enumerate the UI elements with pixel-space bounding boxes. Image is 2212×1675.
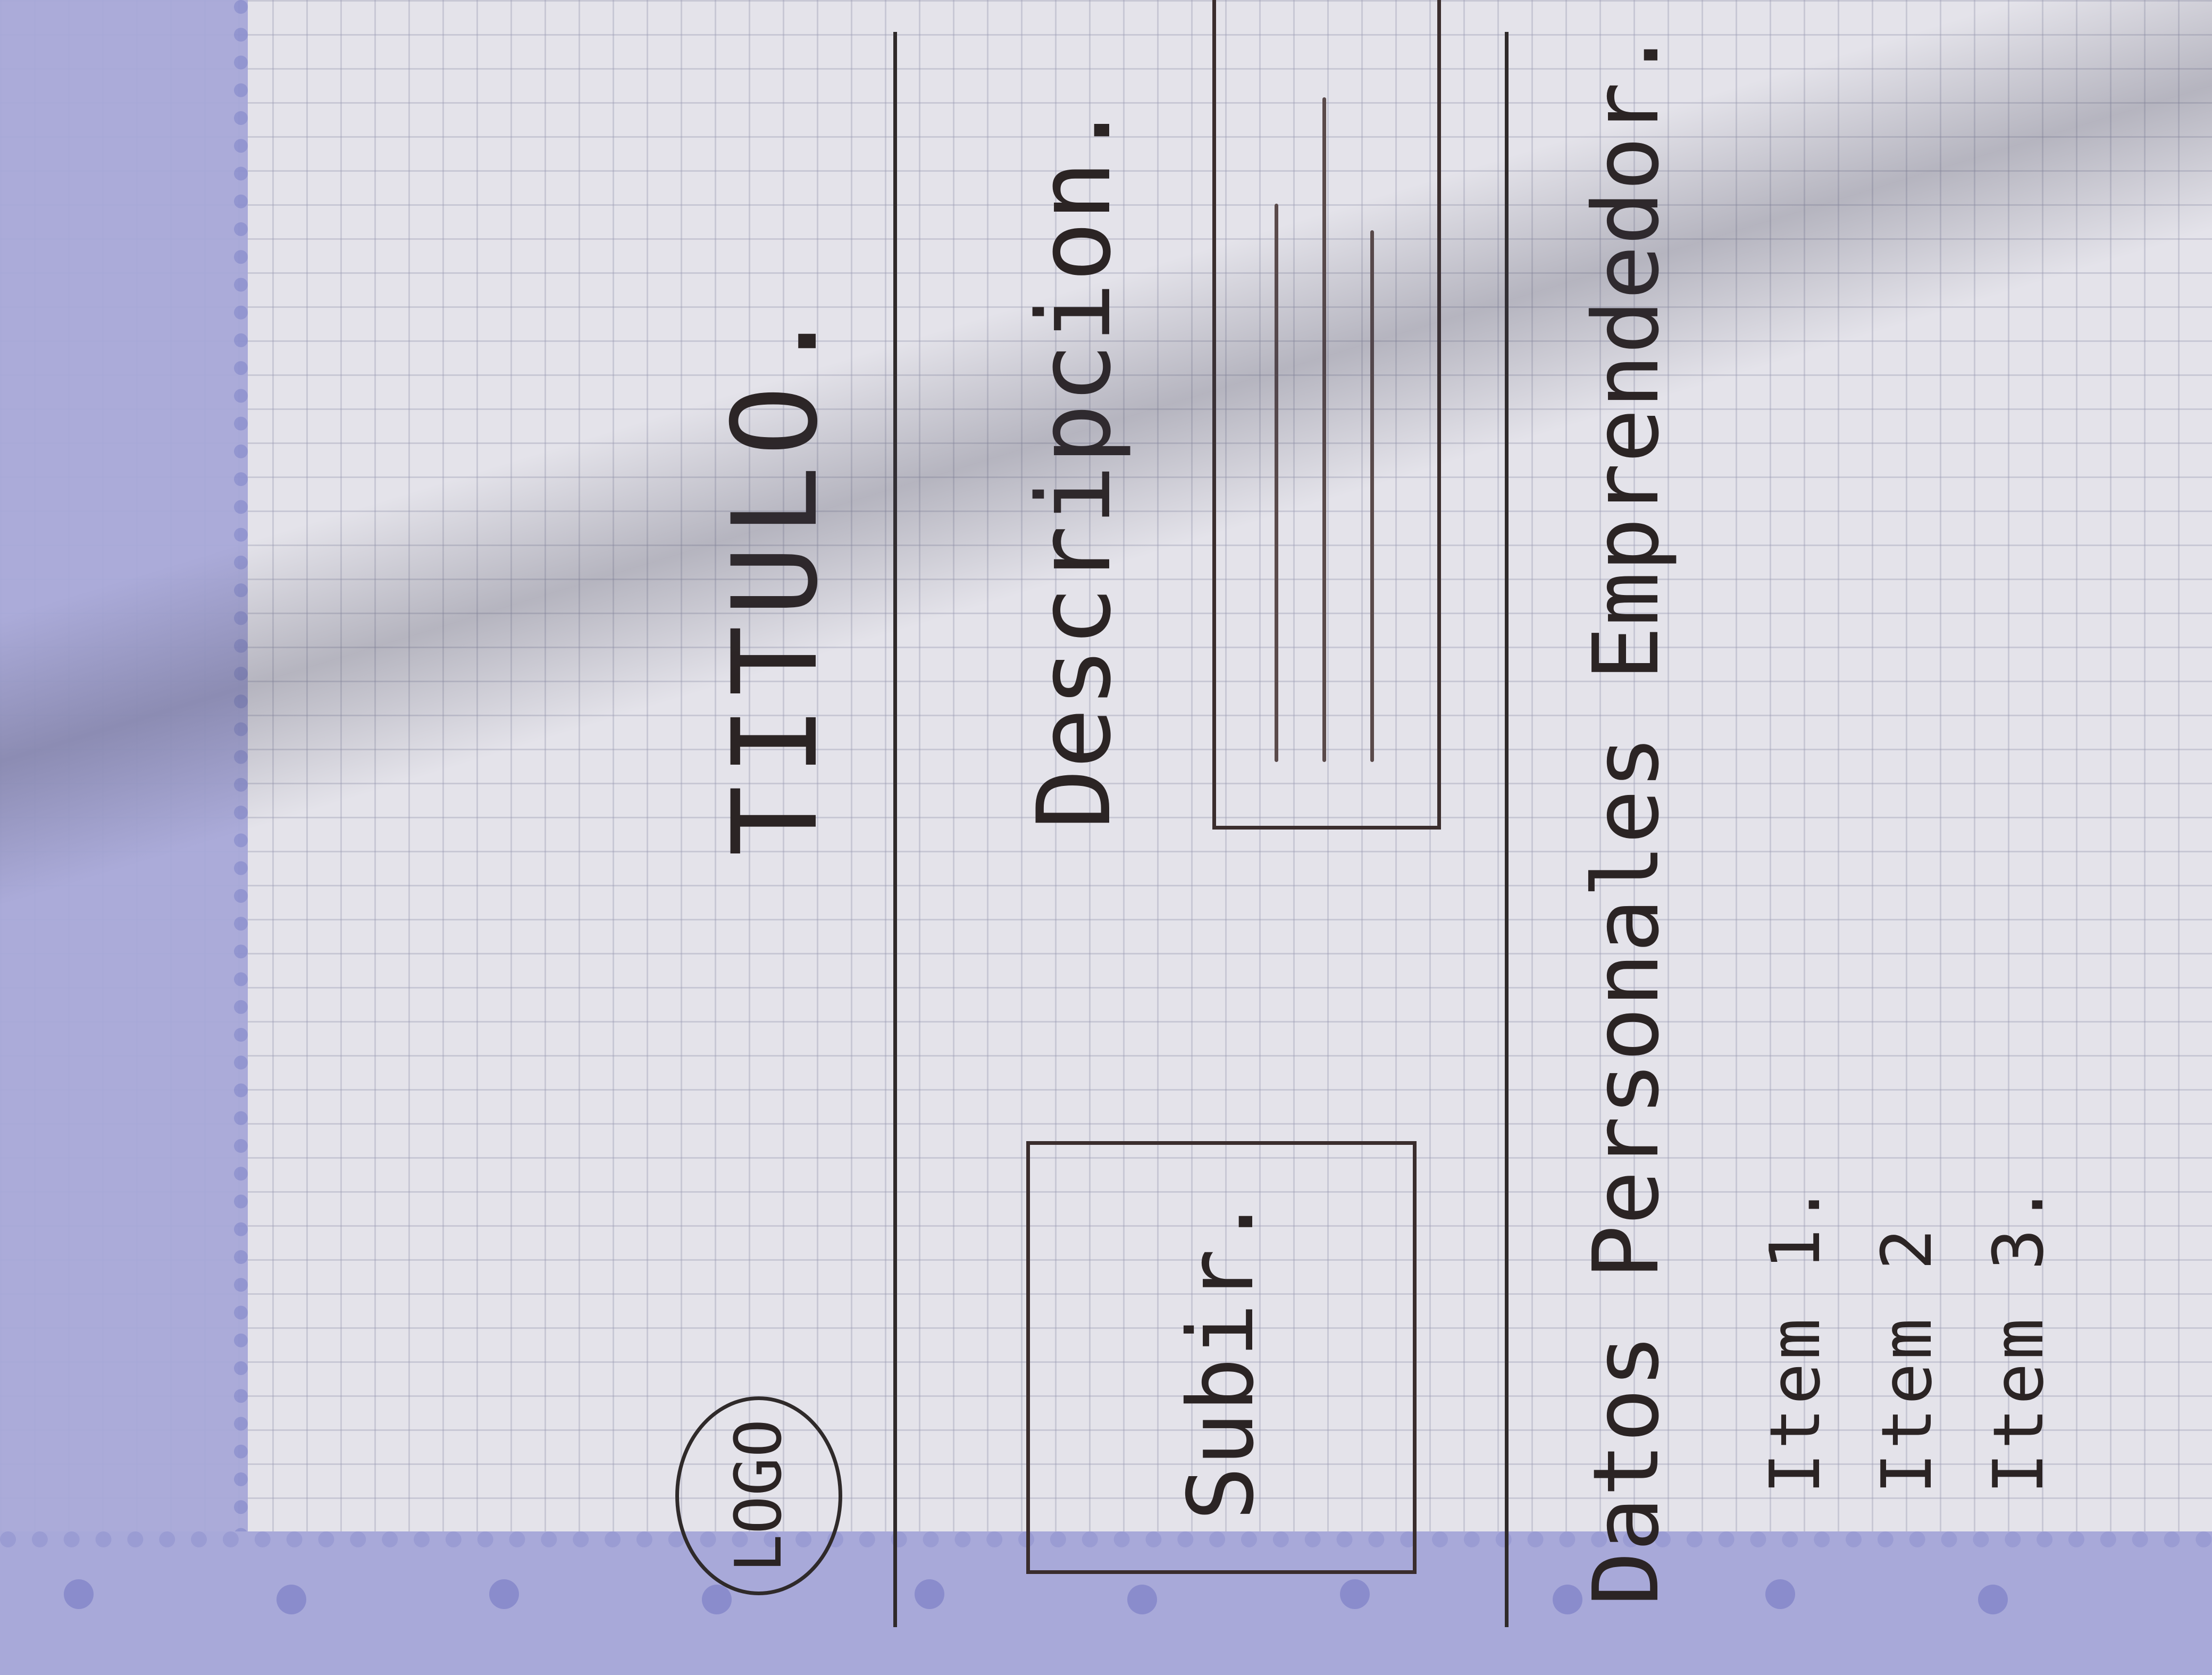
paw-icon: [1553, 1585, 1582, 1614]
decorative-border-left: [0, 0, 248, 1542]
text-scribble: [1322, 97, 1326, 762]
logo-placeholder: LOGO: [675, 1396, 842, 1595]
page-title: TITULO.: [707, 296, 843, 856]
paw-icon: [702, 1585, 732, 1614]
paw-icon: [1978, 1585, 2008, 1614]
paw-icon: [1340, 1579, 1370, 1609]
text-scribble: [1275, 204, 1278, 762]
paw-icon: [1127, 1585, 1157, 1614]
item-list: Item 1. Item 2 Item 3.: [1691, 431, 2063, 1494]
decorative-border-bottom: [0, 1531, 2212, 1675]
paw-icon: [64, 1579, 94, 1609]
upload-button[interactable]: Subir.: [1026, 1141, 1417, 1574]
section-title: Datos Personales Emprendedor.: [1574, 27, 1679, 1606]
section-divider: [1505, 32, 1509, 1627]
text-scribble: [1370, 230, 1374, 762]
list-item: Item 1.: [1755, 1180, 1836, 1494]
paw-icon: [276, 1585, 306, 1614]
list-item: Item 2: [1866, 1225, 1947, 1494]
description-label: Descripcion.: [1016, 99, 1133, 830]
list-item: Item 3.: [1978, 1180, 2059, 1494]
paw-icon: [1765, 1579, 1795, 1609]
paw-icon: [489, 1579, 519, 1609]
description-textarea[interactable]: [1212, 0, 1441, 830]
upload-button-label: Subir.: [1169, 1194, 1274, 1521]
wireframe-sketch: LOGO TITULO. Subir. Descripcion. Datos P…: [574, 0, 2059, 1627]
paw-icon: [915, 1579, 944, 1609]
header-divider: [893, 32, 897, 1627]
